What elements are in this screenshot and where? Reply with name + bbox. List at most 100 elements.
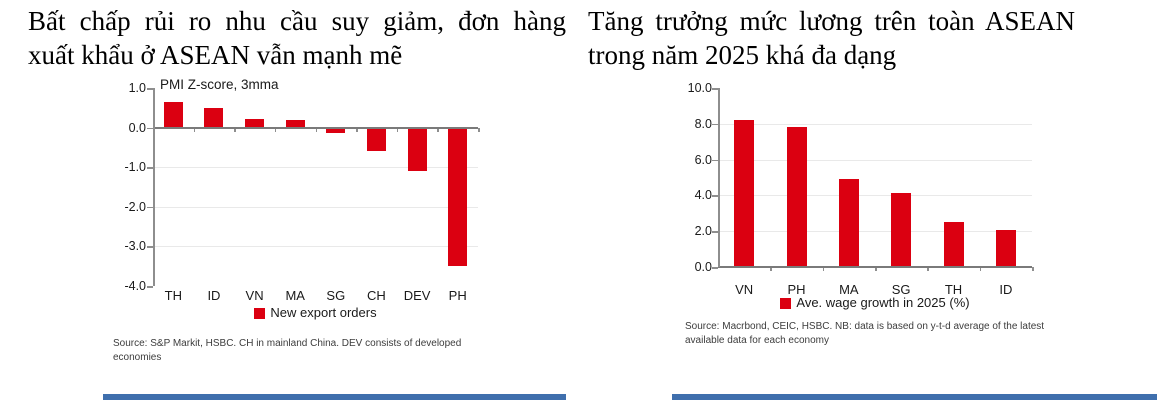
category-tick — [927, 267, 929, 271]
bar-ID — [995, 230, 1016, 267]
y-axis-tick — [712, 231, 718, 233]
gridline--2 — [153, 206, 478, 208]
x-axis-label-TH: TH — [944, 282, 963, 297]
left-source-note: Source: S&P Markit, HSBC. CH in mainland… — [113, 337, 461, 365]
x-axis-label-SG: SG — [891, 282, 911, 297]
bar-PH — [786, 127, 807, 267]
y-axis-tick — [712, 88, 718, 90]
legend-marker — [780, 297, 792, 309]
bar-VN — [245, 118, 265, 128]
x-axis-label-MA: MA — [285, 288, 305, 303]
y-axis-tick — [147, 167, 153, 169]
left-chart-heading-line1: Bất chấp rủi ro nhu cầu suy giảm, đơn hà… — [28, 6, 566, 36]
y-axis-line — [153, 88, 155, 286]
right-source-line1: Source: Macrbond, CEIC, HSBC. NB: data i… — [685, 321, 1045, 332]
right-chart-heading: Tăng trưởng mức lương trên toàn ASEAN tr… — [588, 4, 1075, 72]
gridline--3 — [153, 246, 478, 248]
category-tick — [193, 127, 196, 132]
category-tick — [274, 127, 277, 132]
left-chart-heading: Bất chấp rủi ro nhu cầu suy giảm, đơn hà… — [28, 4, 566, 72]
x-axis-label-VN: VN — [245, 288, 264, 303]
category-tick — [478, 127, 480, 132]
gridline-2 — [718, 231, 1032, 233]
bar-SG — [326, 127, 346, 133]
y-axis-label--2: -2.0 — [124, 199, 146, 214]
bar-DEV — [407, 127, 427, 172]
y-axis-label-0: 0.0 — [128, 120, 146, 135]
x-axis-label-PH: PH — [448, 288, 467, 303]
y-axis-label-2: 2.0 — [694, 224, 712, 239]
bar-MA — [285, 120, 305, 128]
gridline-8 — [718, 123, 1032, 125]
right-source-line2: available data for each economy — [685, 335, 829, 346]
y-axis-tick — [147, 206, 153, 209]
left-footer-rule — [103, 394, 566, 400]
x-axis-label-VN: VN — [735, 282, 754, 297]
bar-ID — [204, 107, 224, 128]
y-axis-tick — [712, 195, 718, 197]
gridline-6 — [718, 159, 1032, 161]
category-tick — [396, 127, 399, 132]
bar-VN — [734, 120, 755, 267]
category-tick — [822, 267, 825, 271]
category-tick — [979, 267, 982, 271]
legend-label: New export orders — [270, 305, 377, 320]
category-tick — [356, 127, 358, 132]
y-axis-label-8: 8.0 — [694, 116, 712, 131]
category-tick — [234, 127, 236, 132]
category-tick — [875, 267, 877, 271]
y-axis-label--4: -4.0 — [124, 279, 146, 293]
category-tick — [437, 127, 439, 132]
y-axis-label--1: -1.0 — [124, 160, 146, 175]
legend: New export orders — [153, 305, 478, 321]
bar-MA — [838, 179, 859, 267]
x-axis-label-TH: TH — [164, 288, 182, 303]
x-axis-label-ID: ID — [207, 288, 221, 303]
y-axis-tick — [712, 123, 718, 126]
category-tick — [315, 127, 317, 132]
x-axis-label-MA: MA — [839, 282, 859, 297]
bar-SG — [891, 192, 912, 267]
y-axis-tick — [712, 267, 718, 269]
left-source-line2: economies — [113, 352, 162, 363]
category-tick — [1032, 267, 1034, 271]
bar-TH — [943, 222, 964, 267]
x-axis-line — [718, 266, 1032, 268]
legend-label: Ave. wage growth in 2025 (%) — [796, 295, 970, 310]
right-chart-heading-line1: Tăng trưởng mức lương trên toàn ASEAN — [588, 6, 1075, 36]
bar-TH — [163, 101, 183, 128]
chart-inner-title: PMI Z-score, 3mma — [160, 77, 279, 92]
y-axis-tick — [147, 88, 153, 90]
legend-marker — [254, 307, 266, 319]
y-axis-tick — [147, 127, 153, 130]
legend: Ave. wage growth in 2025 (%) — [718, 295, 1032, 311]
y-axis-label-0: 0.0 — [694, 260, 712, 274]
y-axis-tick — [712, 159, 718, 162]
x-axis-label-DEV: DEV — [403, 288, 431, 303]
category-tick — [770, 267, 772, 271]
left-chart-heading-line2: xuất khẩu ở ASEAN vẫn mạnh mẽ — [28, 40, 403, 70]
right-footer-rule — [672, 394, 1157, 400]
y-axis-tick — [147, 286, 153, 288]
x-axis-label-PH: PH — [787, 282, 806, 297]
y-axis-label-4: 4.0 — [694, 188, 712, 203]
right-chart-heading-line2: trong năm 2025 khá đa dạng — [588, 40, 897, 70]
y-axis-line — [718, 88, 720, 267]
left-source-line1: Source: S&P Markit, HSBC. CH in mainland… — [113, 338, 462, 349]
gridline--1 — [153, 167, 478, 169]
x-axis-label-CH: CH — [367, 288, 386, 303]
x-axis-label-ID: ID — [999, 282, 1013, 297]
gridline-4 — [718, 195, 1032, 197]
bar-PH — [448, 127, 468, 267]
x-axis-label-SG: SG — [326, 288, 346, 303]
y-axis-label--3: -3.0 — [124, 239, 146, 254]
x-axis-line — [153, 126, 478, 129]
y-axis-label-1: 1.0 — [128, 81, 146, 95]
y-axis-label-10: 10.0 — [687, 81, 712, 95]
y-axis-tick — [147, 246, 153, 248]
bar-CH — [366, 127, 386, 151]
y-axis-label-6: 6.0 — [694, 152, 712, 167]
